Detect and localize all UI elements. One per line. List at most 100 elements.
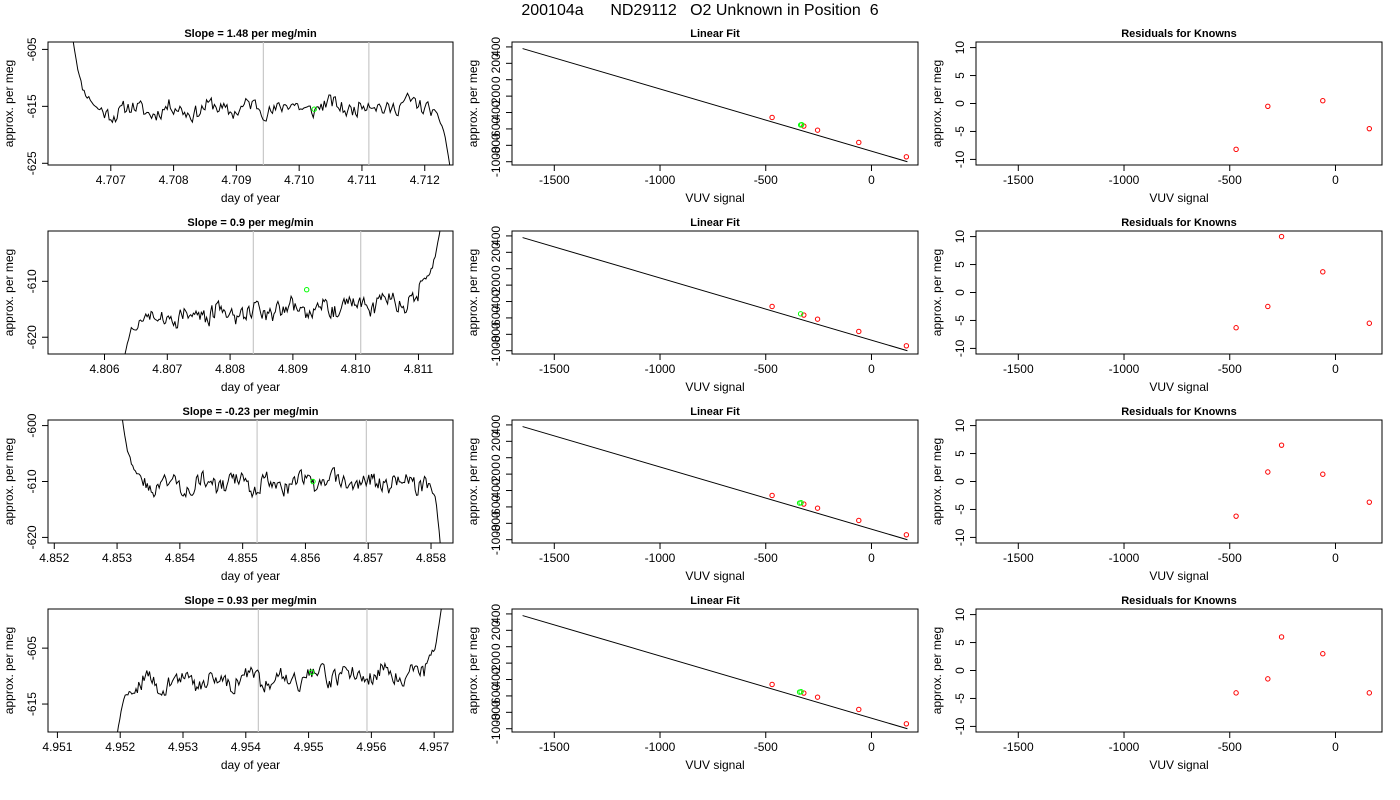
known-point (769, 303, 775, 310)
fit-line (522, 615, 908, 730)
y-tick-label: 400 (489, 604, 503, 624)
unknown-point (798, 121, 805, 128)
x-tick-label: 0 (1332, 740, 1339, 754)
known-point (769, 492, 775, 499)
y-tick-label: -5 (953, 504, 967, 515)
y-tick-label: -5 (953, 693, 967, 704)
y-tick-label: -800 (489, 511, 503, 535)
x-tick-label: 4.855 (228, 551, 258, 565)
known-point (903, 154, 910, 160)
x-axis-label: VUV signal (685, 569, 744, 583)
y-axis-label: approx. per meg (930, 438, 944, 525)
y-tick-label: -200 (489, 273, 503, 297)
y-axis-label: approx. per meg (930, 627, 944, 714)
y-tick-label: 0 (953, 667, 967, 674)
x-tick-label: 4.856 (290, 551, 320, 565)
panel-linear-fit-row-3: Linear Fit VUV signal approx. per meg -1500… (466, 406, 919, 583)
y-tick-label: -600 (489, 495, 503, 519)
y-tick-label: -400 (489, 478, 503, 502)
known-point (814, 127, 821, 133)
series-line (121, 420, 441, 543)
panel-title: Slope = 1.48 per meg/min (184, 28, 317, 40)
x-tick-label: 4.807 (152, 362, 182, 376)
known-point (856, 139, 862, 146)
x-axis-label: VUV signal (1149, 191, 1208, 205)
x-tick-label: 4.957 (419, 740, 449, 754)
fit-line (522, 237, 908, 352)
y-tick-label: -5 (953, 126, 967, 137)
y-tick-label: 5 (953, 72, 967, 79)
fit-line (522, 426, 908, 541)
plot-area (522, 615, 910, 730)
known-point (814, 316, 821, 322)
x-tick-label: 4.712 (410, 173, 440, 187)
y-tick-label: 0 (953, 289, 967, 296)
panel-title: Residuals for Knowns (1121, 595, 1237, 607)
plot-area (1233, 233, 1373, 331)
known-point (903, 721, 910, 727)
plot-area (1233, 634, 1373, 696)
known-point (801, 312, 807, 318)
x-tick-label: 4.953 (168, 740, 198, 754)
residual-point (1265, 469, 1271, 475)
y-tick-label: 0 (489, 643, 503, 650)
x-tick-label: 0 (868, 173, 875, 187)
x-tick-label: 0 (1332, 551, 1339, 565)
x-tick-label: 4.952 (105, 740, 135, 754)
y-tick-label: -400 (489, 667, 503, 691)
panel-title: Slope = 0.93 per meg/min (184, 595, 317, 607)
residual-point (1320, 651, 1326, 657)
y-axis-label: approx. per meg (466, 438, 480, 525)
plot-frame (47, 230, 454, 355)
residual-point (1366, 690, 1373, 696)
y-tick-label: -1000 (489, 713, 503, 744)
panel-linear-fit-row-1: Linear Fit VUV signal approx. per meg -1500… (466, 28, 919, 205)
y-tick-label: 400 (489, 37, 503, 57)
plot-area (522, 48, 910, 163)
y-tick-label: -400 (489, 289, 503, 313)
y-tick-label: -1000 (489, 335, 503, 366)
y-tick-label: -5 (953, 315, 967, 326)
residual-point (1278, 634, 1285, 640)
panel-title: Linear Fit (690, 28, 740, 40)
x-axis-label: VUV signal (685, 758, 744, 772)
plot-frame (511, 41, 919, 166)
plot-area (1233, 442, 1373, 519)
y-tick-label: 400 (489, 415, 503, 435)
series-line (72, 42, 451, 165)
x-tick-label: -1000 (645, 740, 676, 754)
panel-residuals-row-1: Residuals for Knowns VUV signal approx. pe… (930, 28, 1383, 205)
known-point (814, 505, 821, 511)
y-tick-label: -1000 (489, 146, 503, 177)
x-axis-label: day of year (221, 380, 280, 394)
residual-point (1278, 442, 1285, 448)
y-tick-label: -605 (25, 37, 39, 61)
x-tick-label: 4.808 (215, 362, 245, 376)
y-tick-label: -620 (25, 325, 39, 349)
y-tick-label: -800 (489, 133, 503, 157)
x-tick-label: 4.954 (231, 740, 261, 754)
known-point (856, 328, 862, 335)
x-tick-label: 0 (868, 362, 875, 376)
plot-frame (47, 608, 454, 733)
x-tick-label: -1000 (645, 173, 676, 187)
y-tick-label: 200 (489, 53, 503, 73)
residual-point (1265, 303, 1271, 310)
x-tick-label: 4.853 (102, 551, 132, 565)
series-line (124, 231, 441, 354)
plot-frame (975, 419, 1383, 544)
x-tick-label: 4.806 (89, 362, 119, 376)
panel-title: Linear Fit (690, 217, 740, 229)
x-tick-label: -1500 (539, 551, 570, 565)
plot-area (522, 237, 910, 352)
residual-point (1233, 146, 1239, 153)
residual-point (1265, 103, 1271, 109)
x-tick-label: -1000 (645, 551, 676, 565)
unknown-point (797, 311, 804, 317)
y-axis-label: approx. per meg (2, 438, 16, 525)
x-tick-label: -500 (754, 740, 778, 754)
y-tick-label: 200 (489, 431, 503, 451)
y-tick-label: -605 (25, 636, 39, 660)
y-axis-label: approx. per meg (2, 60, 16, 147)
